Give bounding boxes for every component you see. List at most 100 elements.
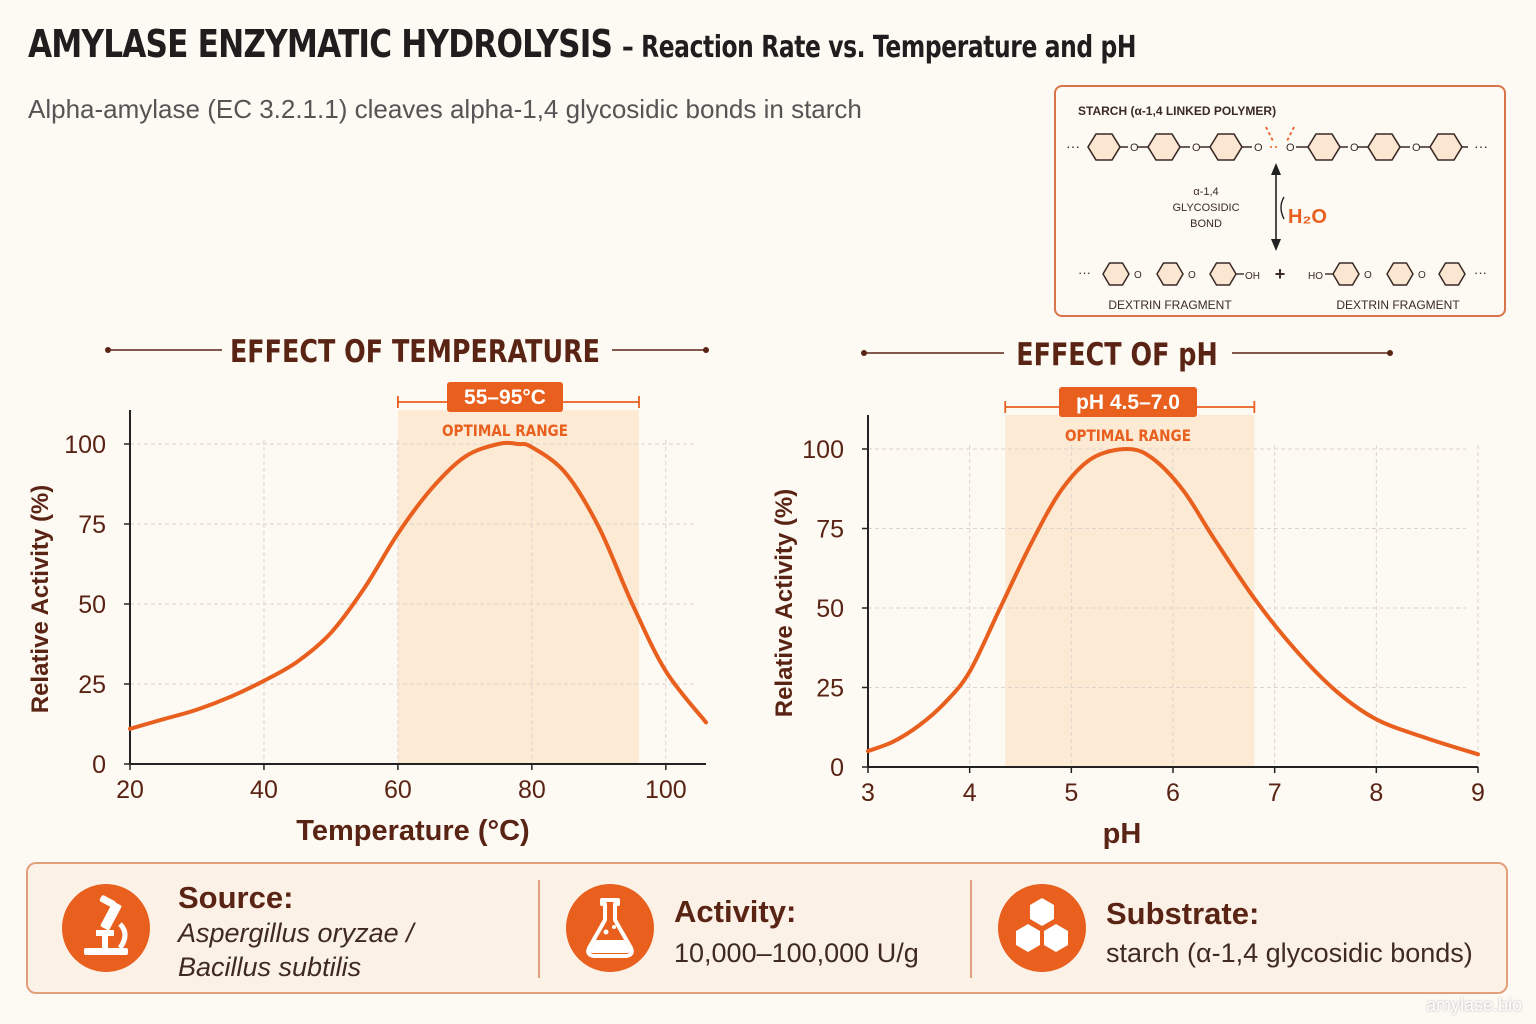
optimal-range-badge: [447, 382, 563, 412]
o-atom: O: [1412, 142, 1421, 154]
title-rule-dot: [861, 350, 867, 356]
title-suffix-wrap: – Reaction Rate vs. Temperature and pH: [622, 30, 1281, 65]
glucose-ring: [1307, 133, 1341, 161]
x-tick-label: 40: [250, 776, 278, 804]
source-value-2: Bacillus subtilis: [178, 952, 362, 982]
glucose-ring: [1147, 133, 1181, 161]
optimal-range-band: [1005, 415, 1255, 767]
glucose-ring: [1367, 133, 1401, 161]
x-tick-label: 8: [1369, 779, 1383, 807]
x-tick-label: 6: [1166, 779, 1180, 807]
diagram-svg: STARCH (α-1,4 LINKED POLYMER) ··· O O O …: [1066, 104, 1488, 312]
arrow-head-down: [1271, 239, 1281, 251]
ellipsis-left: ···: [1066, 138, 1080, 154]
y-tick-label: 0: [830, 754, 844, 782]
water-reagent: H₂O: [1288, 206, 1327, 228]
glucose-ring: [1209, 133, 1243, 161]
source-card: Source: Aspergillus oryzae / Bacillus su…: [28, 864, 538, 992]
optimal-range-band: [397, 410, 640, 764]
fragment-left-label: DEXTRIN FRAGMENT: [1108, 298, 1232, 312]
optimal-range-value: 55–95°C: [464, 386, 546, 409]
activity-card: Activity: 10,000–100,000 U/g: [540, 864, 970, 992]
o-atom: O: [1286, 142, 1295, 154]
bond-label-3: BOND: [1190, 218, 1222, 230]
title-rule-dot: [105, 347, 111, 353]
hydroxyl-ho: HO: [1308, 271, 1323, 282]
substrate-card: Substrate: starch (α-1,4 glycosidic bond…: [972, 864, 1506, 992]
title-main: AMYLASE ENZYMATIC HYDROLYSIS: [28, 22, 613, 66]
optimal-range-caption: OPTIMAL RANGE: [442, 422, 568, 440]
watermark: amylase.bio: [1425, 995, 1522, 1015]
page-title: AMYLASE ENZYMATIC HYDROLYSIS: [28, 22, 740, 66]
substrate-label: Substrate:: [1106, 896, 1260, 931]
o-atom: O: [1134, 270, 1142, 281]
arrow-head-up: [1271, 163, 1281, 175]
optimal-range-value: pH 4.5–7.0: [1076, 391, 1180, 414]
hydroxyl-oh: OH: [1245, 271, 1260, 282]
x-tick-label: 7: [1268, 779, 1282, 807]
chart-ph: EFFECT OF pH pH 4.5–7.0 OPTIMAL RANGE 0 25 50…: [771, 337, 1485, 850]
charts-area: EFFECT OF TEMPERATURE 55–95°C OPTIMAL RANG…: [27, 334, 1485, 850]
y-tick-label: 75: [816, 516, 844, 544]
activity-curve: [866, 446, 1480, 757]
x-axis-label: Temperature (°C): [296, 815, 529, 847]
plus-sign: +: [1275, 264, 1286, 284]
hexagon-cluster-icon: [998, 884, 1086, 972]
x-tick-label: 80: [518, 776, 546, 804]
footer-divider: [970, 880, 972, 978]
o-atom: O: [1364, 270, 1372, 281]
bond-label-1: α-1,4: [1193, 186, 1218, 198]
x-tick-label: 5: [1064, 779, 1078, 807]
activity-value: 10,000–100,000 U/g: [674, 938, 919, 968]
y-tick-label: 50: [78, 591, 106, 619]
dextrin-fragment-left: ··· O O OH: [1078, 262, 1260, 286]
y-tick-label: 100: [802, 436, 844, 464]
footer-divider: [538, 880, 540, 978]
source-value-1: Aspergillus oryzae /: [178, 918, 414, 948]
y-tick-label: 25: [816, 675, 844, 703]
x-axis-label: pH: [1103, 818, 1142, 850]
ellipsis-left: ···: [1078, 265, 1091, 280]
cleavage-mark: [1265, 126, 1275, 144]
y-tick-label: 50: [816, 595, 844, 623]
title-rule-dot: [1387, 350, 1393, 356]
chart-temperature: EFFECT OF TEMPERATURE 55–95°C OPTIMAL RANG…: [27, 334, 709, 847]
y-tick-label: 75: [78, 511, 106, 539]
x-tick-label: 4: [963, 779, 977, 807]
substrate-value: starch (α-1,4 glycosidic bonds): [1106, 938, 1473, 968]
title-rule-dot: [703, 347, 709, 353]
y-axis-label: Relative Activity (%): [27, 485, 54, 714]
chart-title: EFFECT OF pH: [1016, 337, 1217, 373]
page-subtitle: Alpha-amylase (EC 3.2.1.1) cleaves alpha…: [28, 94, 862, 124]
starch-chain: ··· O O O O O O ··: [1066, 126, 1488, 161]
bond-label-2: GLYCOSIDIC: [1172, 202, 1239, 214]
x-tick-label: 20: [116, 776, 144, 804]
y-tick-label: 25: [78, 671, 106, 699]
glucose-ring: [1087, 133, 1121, 161]
hydrolysis-diagram: STARCH (α-1,4 LINKED POLYMER) ··· O O O …: [1054, 85, 1506, 317]
o-atom: O: [1418, 270, 1426, 281]
x-tick-label: 9: [1471, 779, 1485, 807]
microscope-icon: [62, 884, 150, 972]
fragment-right-label: DEXTRIN FRAGMENT: [1336, 298, 1460, 312]
activity-label: Activity:: [674, 894, 797, 929]
title-suffix: – Reaction Rate vs. Temperature and pH: [622, 30, 1137, 65]
source-label: Source:: [178, 880, 294, 915]
y-tick-label: 0: [92, 751, 106, 779]
o-atom: O: [1188, 270, 1196, 281]
diagram-top-label: STARCH (α-1,4 LINKED POLYMER): [1078, 104, 1276, 118]
o-atom: O: [1254, 142, 1263, 154]
info-footer: Source: Aspergillus oryzae / Bacillus su…: [26, 862, 1508, 994]
y-tick-label: 100: [64, 431, 106, 459]
o-atom: O: [1130, 142, 1139, 154]
flask-icon: [566, 884, 654, 972]
activity-curve: [128, 440, 708, 731]
o-atom: O: [1192, 142, 1201, 154]
x-tick-label: 60: [384, 776, 412, 804]
ellipsis-right: ···: [1474, 138, 1488, 154]
optimal-range-badge: [1059, 387, 1197, 417]
y-axis-label: Relative Activity (%): [771, 489, 798, 718]
glucose-ring: [1429, 133, 1463, 161]
optimal-range-caption: OPTIMAL RANGE: [1065, 427, 1191, 445]
cleavage-mark: [1285, 126, 1295, 144]
